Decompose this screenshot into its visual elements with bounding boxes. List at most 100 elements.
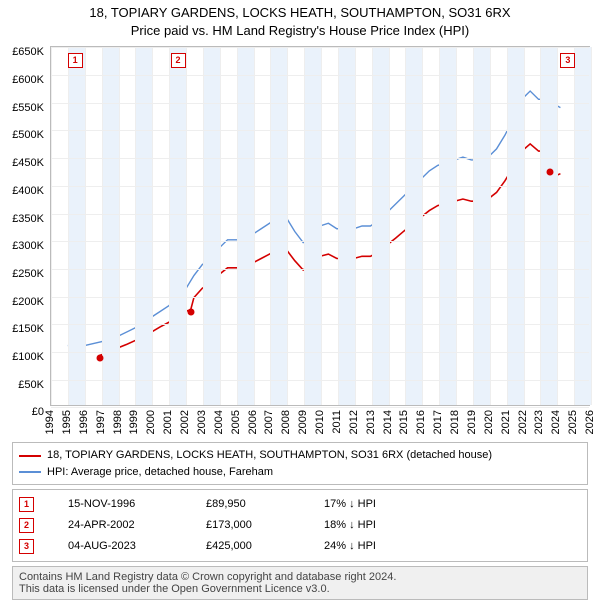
gridline bbox=[574, 47, 575, 405]
sale-date: 15-NOV-1996 bbox=[68, 494, 178, 515]
gridline bbox=[135, 47, 136, 405]
sale-marker-2: 2 bbox=[171, 53, 186, 68]
y-tick-label: £400K bbox=[12, 185, 44, 197]
legend-label: 18, TOPIARY GARDENS, LOCKS HEATH, SOUTHA… bbox=[47, 447, 492, 464]
x-tick-label: 2011 bbox=[331, 410, 343, 434]
y-tick-label: £300K bbox=[12, 240, 44, 252]
sale-marker-1: 1 bbox=[68, 53, 83, 68]
y-axis-labels: £0£50K£100K£150K£200K£250K£300K£350K£400… bbox=[0, 52, 48, 412]
y-tick-label: £550K bbox=[12, 102, 44, 114]
x-tick-label: 2006 bbox=[247, 410, 259, 434]
x-tick-label: 1995 bbox=[61, 410, 73, 434]
sale-hpi-diff: 18% ↓ HPI bbox=[324, 515, 376, 536]
gridline bbox=[270, 47, 271, 405]
gridline bbox=[405, 47, 406, 405]
gridline bbox=[220, 47, 221, 405]
gridline bbox=[540, 47, 541, 405]
sale-row: 1 15-NOV-1996 £89,950 17% ↓ HPI bbox=[19, 494, 581, 515]
legend-row: 18, TOPIARY GARDENS, LOCKS HEATH, SOUTHA… bbox=[19, 447, 581, 464]
legend-swatch bbox=[19, 471, 41, 473]
gridline bbox=[51, 186, 589, 187]
y-tick-label: £150K bbox=[12, 323, 44, 335]
x-tick-label: 2010 bbox=[314, 410, 326, 434]
x-tick-label: 2020 bbox=[483, 410, 495, 434]
gridline bbox=[51, 75, 589, 76]
legend-swatch bbox=[19, 455, 41, 457]
gridline bbox=[51, 269, 589, 270]
y-tick-label: £0 bbox=[32, 406, 44, 418]
sale-row-marker: 1 bbox=[19, 497, 34, 512]
gridline bbox=[355, 47, 356, 405]
gridline bbox=[372, 47, 373, 405]
gridline bbox=[490, 47, 491, 405]
sale-dot-3 bbox=[547, 168, 554, 175]
x-tick-label: 2003 bbox=[196, 410, 208, 434]
x-tick-label: 1997 bbox=[95, 410, 107, 434]
sale-price: £89,950 bbox=[206, 494, 296, 515]
gridline bbox=[304, 47, 305, 405]
x-tick-label: 2019 bbox=[466, 410, 478, 434]
sale-dot-1 bbox=[96, 354, 103, 361]
x-tick-label: 2001 bbox=[162, 410, 174, 434]
gridline bbox=[507, 47, 508, 405]
x-tick-label: 2021 bbox=[500, 410, 512, 434]
gridline bbox=[85, 47, 86, 405]
gridline bbox=[68, 47, 69, 405]
sale-row: 2 24-APR-2002 £173,000 18% ↓ HPI bbox=[19, 515, 581, 536]
attribution: Contains HM Land Registry data © Crown c… bbox=[12, 566, 588, 600]
sales-table: 1 15-NOV-1996 £89,950 17% ↓ HPI 2 24-APR-2002… bbox=[12, 489, 588, 562]
gridline bbox=[51, 130, 589, 131]
sale-price: £173,000 bbox=[206, 515, 296, 536]
gridline bbox=[51, 352, 589, 353]
y-tick-label: £200K bbox=[12, 296, 44, 308]
chart-title-block: 18, TOPIARY GARDENS, LOCKS HEATH, SOUTHA… bbox=[0, 0, 600, 40]
x-tick-label: 2023 bbox=[533, 410, 545, 434]
x-tick-label: 2022 bbox=[517, 410, 529, 434]
x-tick-label: 1998 bbox=[112, 410, 124, 434]
gridline bbox=[473, 47, 474, 405]
gridline bbox=[237, 47, 238, 405]
x-tick-label: 2026 bbox=[584, 410, 596, 434]
x-tick-label: 2024 bbox=[550, 410, 562, 434]
chart-title: 18, TOPIARY GARDENS, LOCKS HEATH, SOUTHA… bbox=[0, 4, 600, 22]
chart-container: { "title_line1": "18, TOPIARY GARDENS, L… bbox=[0, 0, 600, 600]
y-tick-label: £500K bbox=[12, 129, 44, 141]
chart-plot-area: 123 bbox=[50, 46, 590, 406]
gridline bbox=[338, 47, 339, 405]
attribution-line: Contains HM Land Registry data © Crown c… bbox=[19, 571, 581, 583]
gridline bbox=[51, 297, 589, 298]
x-tick-label: 2013 bbox=[365, 410, 377, 434]
gridline bbox=[51, 380, 589, 381]
sale-row-marker: 2 bbox=[19, 518, 34, 533]
sale-date: 04-AUG-2023 bbox=[68, 536, 178, 557]
x-tick-label: 2009 bbox=[297, 410, 309, 434]
x-tick-label: 2002 bbox=[179, 410, 191, 434]
gridline bbox=[591, 47, 592, 405]
sale-hpi-diff: 17% ↓ HPI bbox=[324, 494, 376, 515]
x-tick-label: 2016 bbox=[415, 410, 427, 434]
gridline bbox=[557, 47, 558, 405]
sale-date: 24-APR-2002 bbox=[68, 515, 178, 536]
sale-price: £425,000 bbox=[206, 536, 296, 557]
gridline bbox=[152, 47, 153, 405]
x-tick-label: 2004 bbox=[213, 410, 225, 434]
y-tick-label: £650K bbox=[12, 46, 44, 58]
sale-dot-2 bbox=[188, 308, 195, 315]
x-axis-labels: 1994199519961997199819992000200120022003… bbox=[50, 406, 590, 436]
x-tick-label: 2018 bbox=[449, 410, 461, 434]
gridline bbox=[169, 47, 170, 405]
gridline bbox=[51, 47, 52, 405]
x-tick-label: 2008 bbox=[280, 410, 292, 434]
gridline bbox=[524, 47, 525, 405]
sale-row: 3 04-AUG-2023 £425,000 24% ↓ HPI bbox=[19, 536, 581, 557]
sale-row-marker: 3 bbox=[19, 539, 34, 554]
gridline bbox=[51, 214, 589, 215]
gridline bbox=[51, 47, 589, 48]
x-tick-label: 2015 bbox=[398, 410, 410, 434]
x-tick-label: 1996 bbox=[78, 410, 90, 434]
legend-label: HPI: Average price, detached house, Fare… bbox=[47, 464, 273, 481]
attribution-line: This data is licensed under the Open Gov… bbox=[19, 583, 581, 595]
sale-hpi-diff: 24% ↓ HPI bbox=[324, 536, 376, 557]
gridline bbox=[254, 47, 255, 405]
y-tick-label: £600K bbox=[12, 74, 44, 86]
